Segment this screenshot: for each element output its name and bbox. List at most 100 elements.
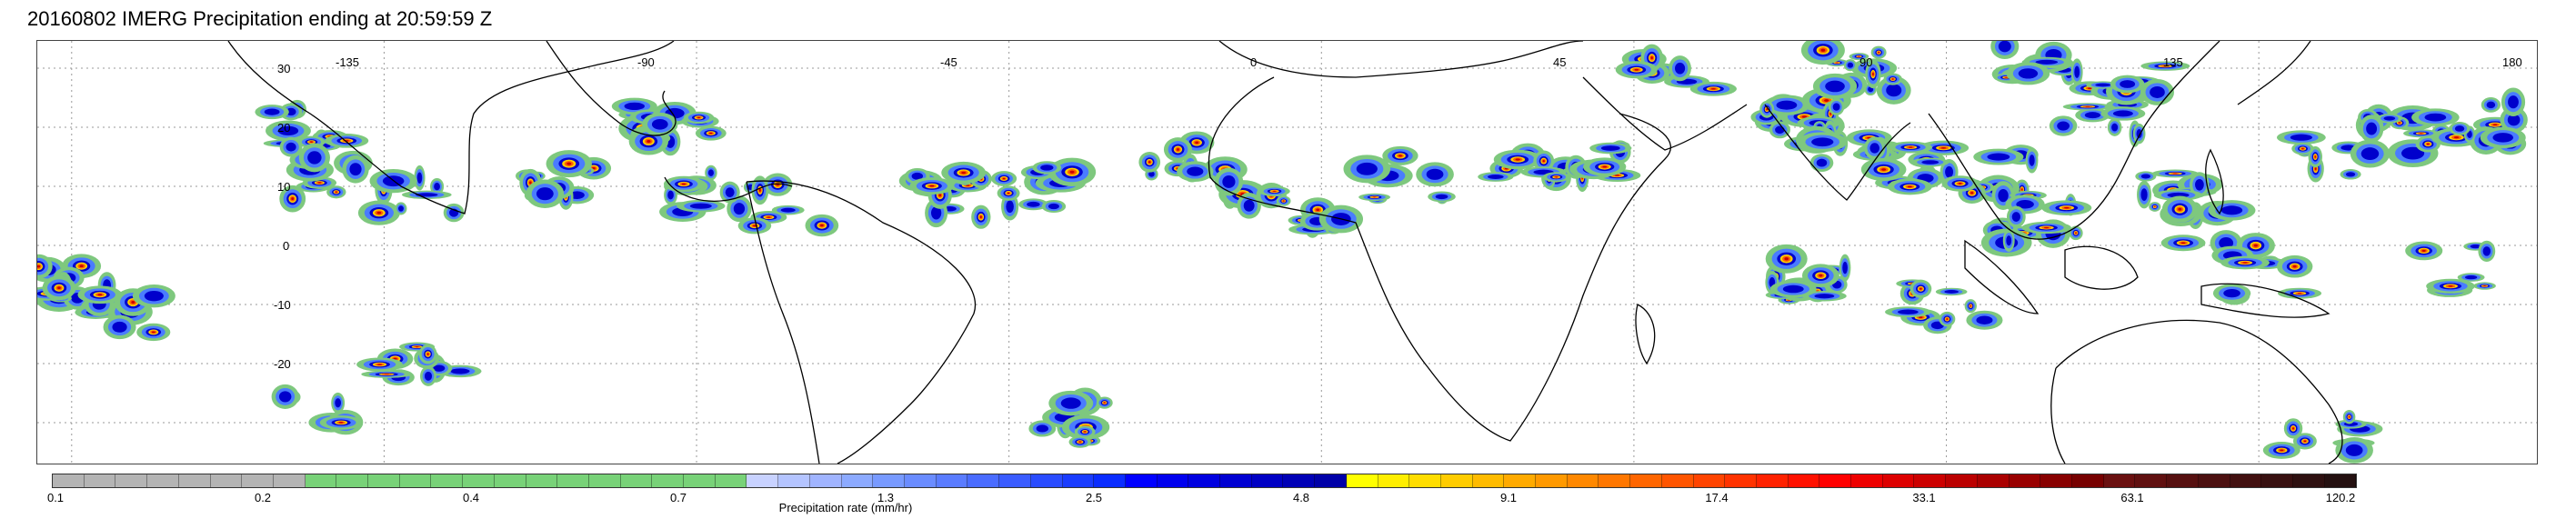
colorbar-swatch	[1472, 474, 1505, 487]
precip-cell	[566, 162, 572, 165]
coastline-japan	[2237, 41, 2311, 105]
precip-cell	[2348, 415, 2350, 418]
precip-cell	[624, 102, 646, 111]
precip-cell	[1907, 185, 1912, 188]
precip-cell	[1782, 284, 1804, 294]
precip-cell	[1944, 290, 1959, 294]
colorbar-swatch	[273, 474, 306, 487]
coastline-south-america	[746, 180, 977, 464]
coastline-australia-west	[2050, 367, 2066, 464]
precip-cell	[1945, 165, 1954, 178]
colorbar-swatch	[1440, 474, 1473, 487]
precip-cell	[2006, 235, 2012, 246]
colorbar-swatch	[1599, 474, 1631, 487]
precip-cell	[1801, 115, 1808, 118]
colorbar-swatch	[1346, 474, 1378, 487]
precip-cell	[1897, 309, 1919, 314]
precip-cell	[1858, 55, 1860, 57]
precip-cell	[335, 191, 337, 194]
precip-cell	[2057, 121, 2070, 131]
colorbar-swatch	[178, 474, 211, 487]
colorbar-swatch	[999, 474, 1031, 487]
precip-cell	[151, 331, 155, 334]
precip-cell	[2095, 83, 2111, 87]
precip-cell	[112, 321, 127, 333]
precip-cell	[2172, 173, 2178, 175]
precip-cell	[2345, 444, 2363, 456]
colorbar-swatch	[557, 474, 589, 487]
lat-label: -10	[274, 298, 291, 312]
lat-label: 0	[283, 239, 290, 253]
precip-cell	[2366, 122, 2378, 135]
colorbar-swatch	[115, 474, 148, 487]
precip-cell	[2419, 133, 2423, 135]
precip-cell	[2150, 85, 2165, 98]
colorbar-swatch	[1661, 474, 1694, 487]
colorbar-swatch	[715, 474, 747, 487]
precip-cell	[434, 183, 440, 191]
colorbar-swatch	[1251, 474, 1284, 487]
precip-cell	[1602, 165, 1608, 168]
precip-cell	[2253, 244, 2258, 247]
colorbar-swatch	[2009, 474, 2041, 487]
precip-cell	[338, 422, 344, 424]
colorbar-swatch	[904, 474, 937, 487]
precip-cell	[709, 132, 713, 135]
precip-cell	[697, 116, 701, 119]
coastline-borneo	[2064, 245, 2139, 290]
precip-cell	[309, 141, 313, 143]
colorbar-swatch	[1030, 474, 1063, 487]
colorbar-swatch	[242, 474, 274, 487]
colorbar-swatch	[841, 474, 874, 487]
lon-label: 90	[1859, 55, 1873, 69]
precip-cell	[1272, 190, 1277, 192]
precip-cell	[1195, 141, 1199, 145]
precip-cell	[1811, 137, 1834, 147]
precip-cell	[2467, 130, 2472, 139]
colorbar-swatch	[2167, 474, 2199, 487]
coastline-south-america-west	[746, 181, 820, 464]
precip-cell	[1426, 168, 1444, 180]
precip-cell	[57, 286, 61, 290]
colorbar-swatch	[305, 474, 337, 487]
precip-cell	[2220, 205, 2243, 215]
precip-cell	[667, 190, 674, 200]
colorbar-swatch	[1851, 474, 1883, 487]
precip-cell	[2136, 129, 2142, 139]
precip-cell	[1814, 294, 1835, 299]
colorbar-swatch	[1946, 474, 1978, 487]
precip-cell	[2297, 293, 2302, 294]
lon-label: -45	[940, 55, 957, 69]
precip-cell	[2292, 427, 2295, 430]
precip-cell	[1958, 183, 1962, 185]
colorbar-swatch	[1378, 474, 1410, 487]
colorbar-swatch	[652, 474, 685, 487]
colorbar-swatch	[2072, 474, 2104, 487]
precip-cell	[1515, 158, 1520, 161]
precip-cell	[2180, 242, 2186, 245]
precip-cell	[2162, 65, 2169, 67]
precip-cell	[529, 181, 532, 185]
precip-cell	[1047, 203, 1059, 210]
precip-cell	[1784, 257, 1789, 261]
precip-cell	[1069, 170, 1075, 174]
lon-label: 135	[2163, 55, 2183, 69]
colorbar-swatch	[1725, 474, 1757, 487]
precip-cell	[2111, 123, 2119, 132]
precip-cell	[286, 142, 296, 152]
precip-cell	[1824, 99, 1829, 102]
colorbar-swatch	[967, 474, 1000, 487]
colorbar-swatch	[399, 474, 432, 487]
colorbar-swatch	[588, 474, 621, 487]
precip-cell	[1881, 168, 1887, 171]
precip-cell	[2314, 167, 2317, 171]
precip-cell	[2482, 246, 2491, 256]
precip-cell	[1435, 194, 1448, 200]
precip-cell	[1878, 52, 1879, 54]
colorbar-title: Precipitation rate (mm/hr)	[778, 501, 913, 514]
colorbar-tick-label: 0.4	[462, 491, 480, 504]
precip-cell	[1148, 161, 1151, 164]
precip-cell	[1829, 112, 1832, 115]
precip-cell	[1027, 201, 1040, 207]
precip-cell	[1919, 287, 1922, 290]
